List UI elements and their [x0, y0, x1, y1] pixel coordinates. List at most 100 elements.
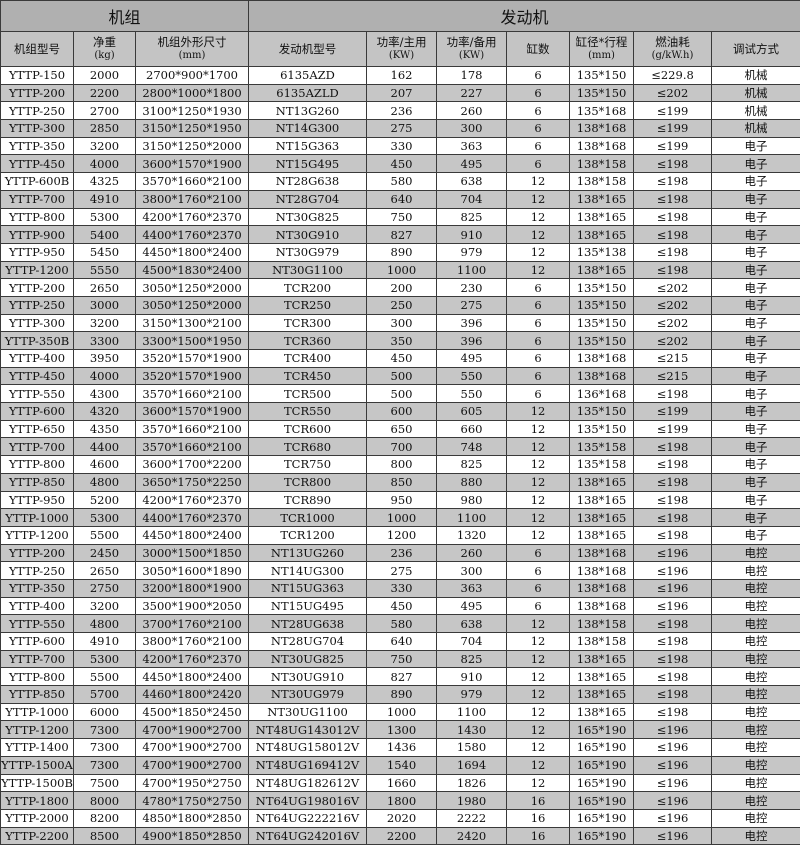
cell-weight: 4800 [74, 615, 136, 633]
cell-dimensions: 4450*1800*2400 [136, 243, 249, 261]
cell-dimensions: 4200*1760*2370 [136, 491, 249, 509]
cell-bore-stroke: 138*158 [570, 173, 634, 191]
cell-dimensions: 3570*1660*2100 [136, 173, 249, 191]
column-header-standby-power: 功率/备用(KW) [437, 32, 507, 67]
cell-weight: 2000 [74, 67, 136, 85]
cell-control-mode: 电子 [712, 509, 800, 527]
cell-prime-power: 890 [367, 686, 437, 704]
cell-control-mode: 电子 [712, 190, 800, 208]
cell-weight: 5450 [74, 243, 136, 261]
cell-cylinders: 6 [507, 597, 570, 615]
cell-standby-power: 275 [437, 296, 507, 314]
cell-engine-model: NT64UG242016V [249, 827, 367, 845]
cell-dimensions: 4500*1850*2450 [136, 703, 249, 721]
cell-model: YTTP-350B [1, 332, 74, 350]
cell-dimensions: 4700*1900*2700 [136, 739, 249, 757]
cell-model: YTTP-250 [1, 296, 74, 314]
cell-engine-model: NT15UG363 [249, 579, 367, 597]
cell-fuel-consumption: ≤198 [634, 173, 712, 191]
cell-control-mode: 电控 [712, 650, 800, 668]
cell-standby-power: 396 [437, 332, 507, 350]
column-header-engine-model: 发动机型号 [249, 32, 367, 67]
cell-fuel-consumption: ≤198 [634, 473, 712, 491]
cell-dimensions: 4850*1800*2850 [136, 809, 249, 827]
cell-prime-power: 700 [367, 438, 437, 456]
cell-fuel-consumption: ≤198 [634, 526, 712, 544]
cell-model: YTTP-600 [1, 403, 74, 421]
cell-prime-power: 275 [367, 120, 437, 138]
cell-cylinders: 6 [507, 579, 570, 597]
cell-dimensions: 3300*1500*1950 [136, 332, 249, 350]
cell-model: YTTP-600B [1, 173, 74, 191]
cell-cylinders: 6 [507, 279, 570, 297]
cell-weight: 7300 [74, 721, 136, 739]
cell-fuel-consumption: ≤198 [634, 438, 712, 456]
cell-bore-stroke: 138*165 [570, 473, 634, 491]
group-header-engine: 发动机 [249, 1, 800, 32]
cell-prime-power: 250 [367, 296, 437, 314]
column-header-unit: (mm) [136, 49, 248, 63]
cell-prime-power: 450 [367, 350, 437, 368]
cell-cylinders: 6 [507, 120, 570, 138]
cell-dimensions: 4400*1760*2370 [136, 509, 249, 527]
cell-cylinders: 12 [507, 243, 570, 261]
cell-engine-model: NT15G495 [249, 155, 367, 173]
cell-dimensions: 3520*1570*1900 [136, 367, 249, 385]
cell-engine-model: NT28G638 [249, 173, 367, 191]
cell-control-mode: 电子 [712, 261, 800, 279]
cell-engine-model: NT14G300 [249, 120, 367, 138]
cell-control-mode: 电控 [712, 579, 800, 597]
cell-bore-stroke: 138*168 [570, 562, 634, 580]
cell-cylinders: 16 [507, 809, 570, 827]
cell-dimensions: 4700*1950*2750 [136, 774, 249, 792]
column-header-label: 净重 [93, 35, 116, 49]
cell-prime-power: 236 [367, 544, 437, 562]
cell-control-mode: 电子 [712, 137, 800, 155]
cell-control-mode: 电控 [712, 615, 800, 633]
cell-standby-power: 1694 [437, 756, 507, 774]
cell-weight: 3300 [74, 332, 136, 350]
cell-bore-stroke: 135*150 [570, 279, 634, 297]
cell-engine-model: NT14UG300 [249, 562, 367, 580]
cell-standby-power: 1100 [437, 703, 507, 721]
column-header-model: 机组型号 [1, 32, 74, 67]
cell-prime-power: 750 [367, 650, 437, 668]
cell-model: YTTP-250 [1, 562, 74, 580]
cell-engine-model: TCR400 [249, 350, 367, 368]
cell-prime-power: 650 [367, 420, 437, 438]
cell-cylinders: 12 [507, 633, 570, 651]
cell-engine-model: NT64UG222216V [249, 809, 367, 827]
column-header-cylinders: 缸数 [507, 32, 570, 67]
cell-model: YTTP-450 [1, 367, 74, 385]
cell-bore-stroke: 165*190 [570, 739, 634, 757]
cell-weight: 2200 [74, 84, 136, 102]
cell-control-mode: 电子 [712, 350, 800, 368]
cell-cylinders: 12 [507, 509, 570, 527]
cell-model: YTTP-250 [1, 102, 74, 120]
cell-cylinders: 12 [507, 739, 570, 757]
cell-prime-power: 275 [367, 562, 437, 580]
column-header-label: 发动机型号 [279, 42, 337, 56]
cell-cylinders: 6 [507, 367, 570, 385]
cell-control-mode: 电控 [712, 633, 800, 651]
cell-dimensions: 4780*1750*2750 [136, 792, 249, 810]
cell-prime-power: 300 [367, 314, 437, 332]
cell-dimensions: 4450*1800*2400 [136, 526, 249, 544]
cell-weight: 5500 [74, 526, 136, 544]
cell-standby-power: 638 [437, 615, 507, 633]
cell-model: YTTP-700 [1, 650, 74, 668]
column-header-label: 机组外形尺寸 [158, 35, 227, 49]
cell-bore-stroke: 138*158 [570, 615, 634, 633]
cell-engine-model: NT30G979 [249, 243, 367, 261]
cell-bore-stroke: 138*168 [570, 137, 634, 155]
cell-engine-model: NT13G260 [249, 102, 367, 120]
